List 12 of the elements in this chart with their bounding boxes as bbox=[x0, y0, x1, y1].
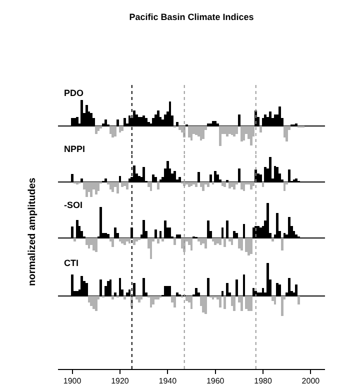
series-label: PDO bbox=[64, 88, 84, 98]
chart-title: Pacific Basin Climate Indices bbox=[129, 12, 254, 22]
x-tick-label: 1940 bbox=[158, 376, 178, 386]
text: NPPI bbox=[64, 144, 86, 154]
x-tick-label: 1960 bbox=[206, 376, 225, 386]
series-label: CTI bbox=[64, 258, 78, 268]
x-tick-label: 2000 bbox=[302, 376, 320, 386]
x-tick-label: 1920 bbox=[111, 376, 130, 386]
y-axis-title: normalized amplitudes bbox=[27, 177, 38, 286]
x-tick-label: 1980 bbox=[254, 376, 272, 386]
x-tick-label: 1900 bbox=[63, 376, 82, 386]
series-label: -SOI bbox=[64, 200, 83, 210]
